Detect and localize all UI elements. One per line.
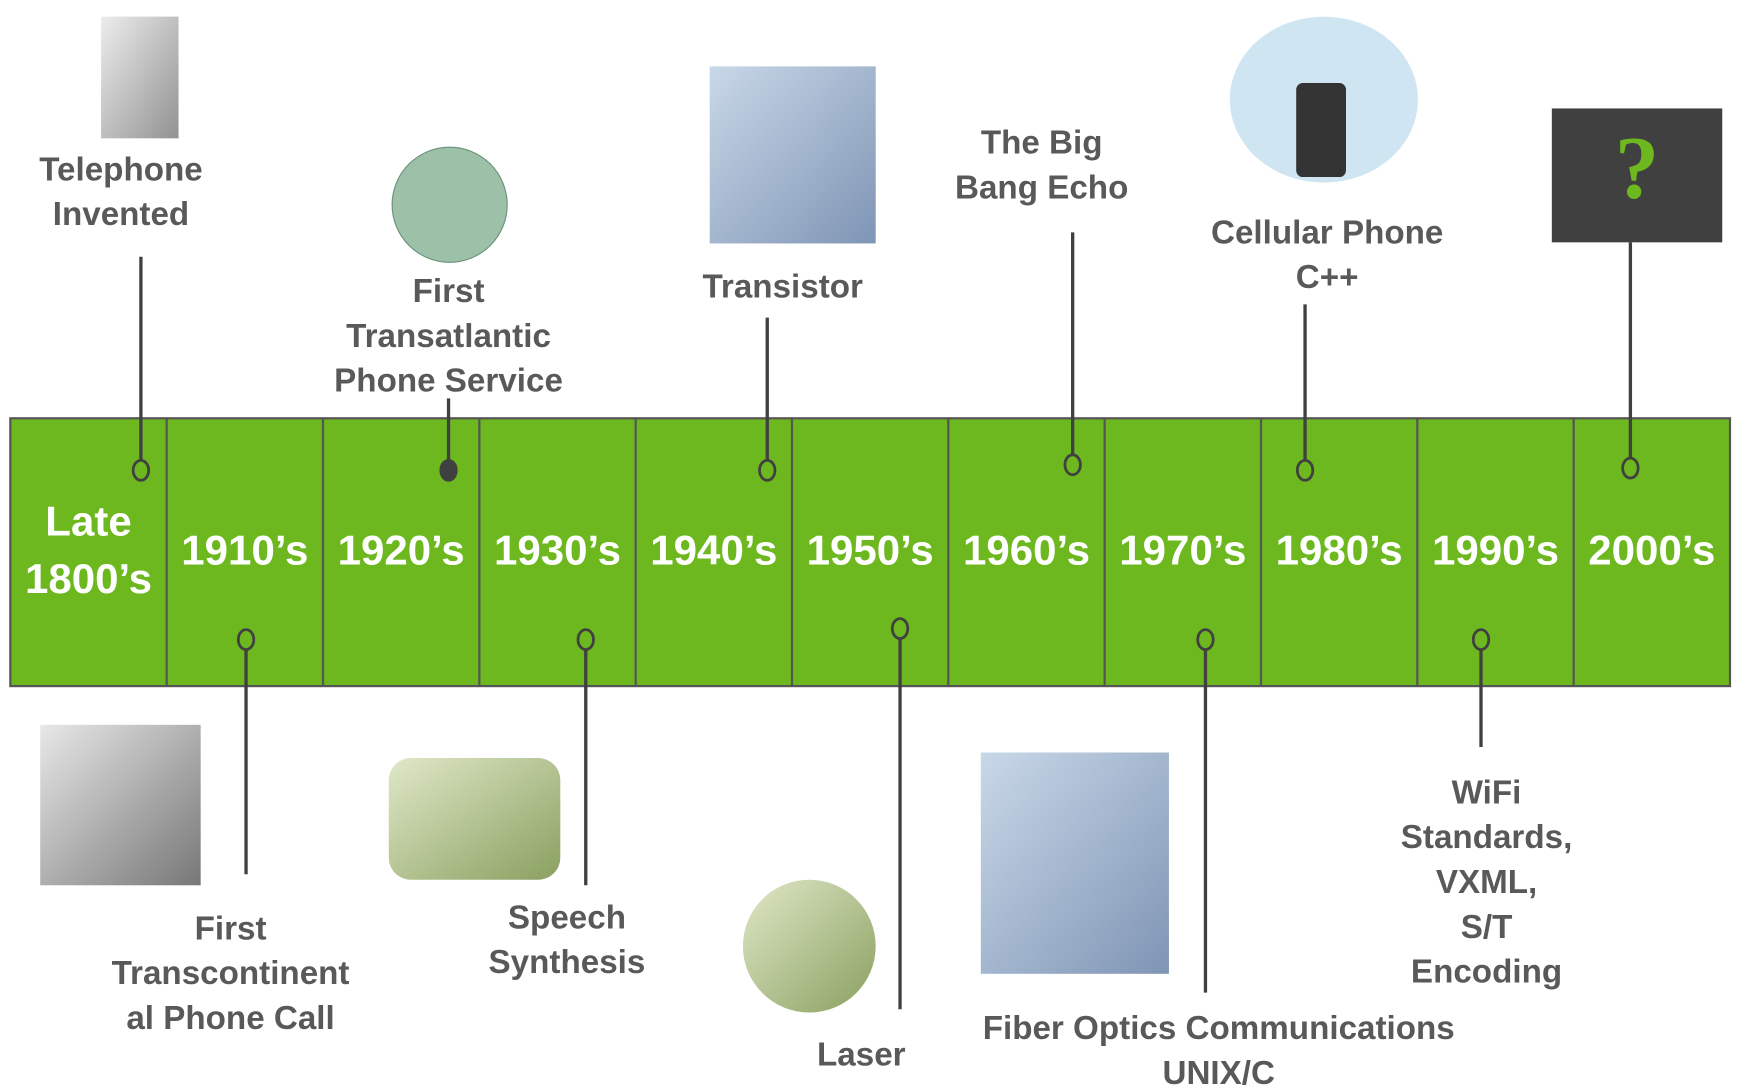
event-label: Telephone — [39, 151, 203, 188]
event-label: S/T — [1461, 909, 1513, 946]
photo-fiber — [981, 752, 1169, 973]
event-marker — [892, 619, 907, 639]
event-label: Speech — [508, 899, 626, 936]
decade-label: 1980’s — [1276, 526, 1403, 573]
event-label: The Big — [981, 125, 1103, 162]
event-marker — [1623, 458, 1638, 478]
event-marker — [133, 460, 148, 480]
event-marker — [1473, 630, 1488, 650]
event-label: Standards, — [1401, 819, 1573, 856]
event-label: Laser — [817, 1037, 906, 1074]
event-label: UNIX/C — [1162, 1055, 1275, 1090]
photo-laser — [743, 880, 876, 1013]
event-label: First — [413, 273, 485, 310]
event-marker — [1065, 455, 1080, 475]
decade-label: 1990’s — [1432, 526, 1559, 573]
event-label: Transcontinent — [112, 955, 350, 992]
page: {"decades": [["Late", "1800’s"], ["1910’… — [0, 0, 1737, 1090]
question-mark: ? — [1615, 119, 1659, 217]
decade-label: 1940’s — [650, 526, 777, 573]
event-marker — [1297, 460, 1312, 480]
event-marker — [1198, 630, 1213, 650]
event-label: VXML, — [1436, 864, 1537, 901]
event-marker — [578, 630, 593, 650]
photo-transistor — [710, 66, 876, 243]
event-label: Cellular Phone — [1211, 214, 1443, 251]
decade-label: 1920’s — [338, 526, 465, 573]
decade-label: 1950’s — [807, 526, 934, 573]
decade-label: 1800’s — [25, 555, 152, 602]
decade-label: 1910’s — [181, 526, 308, 573]
event-label: WiFi — [1452, 774, 1522, 811]
event-label: Bang Echo — [955, 170, 1128, 207]
event-label: Encoding — [1411, 954, 1562, 991]
decade-label: 1930’s — [494, 526, 621, 573]
event-label: Synthesis — [489, 944, 646, 981]
event-label: al Phone Call — [126, 1000, 334, 1037]
event-label: Transatlantic — [346, 318, 551, 355]
timeline: Late 1800’s 1910’s 1920’s 1930’s 1940’s 1950’s… — [0, 0, 1737, 1090]
event-label: Invented — [53, 196, 189, 233]
photo-globe — [392, 147, 507, 262]
decade-label: 1960’s — [963, 526, 1090, 573]
photo-1936 — [389, 758, 561, 880]
event-marker — [441, 460, 456, 480]
event-marker — [238, 630, 253, 650]
event-marker — [760, 460, 775, 480]
event-label: Phone Service — [334, 363, 563, 400]
decade-label: 1970’s — [1119, 526, 1246, 573]
decade-label: 2000’s — [1588, 526, 1715, 573]
photo-linemen — [40, 725, 200, 885]
photo-telephone — [101, 17, 178, 139]
photo-phone — [1296, 83, 1346, 177]
event-label: Fiber Optics Communications — [983, 1010, 1455, 1047]
decade-label: Late — [45, 498, 131, 545]
event-label: C++ — [1296, 259, 1359, 296]
event-label: Transistor — [703, 269, 864, 306]
event-label: First — [195, 910, 267, 947]
